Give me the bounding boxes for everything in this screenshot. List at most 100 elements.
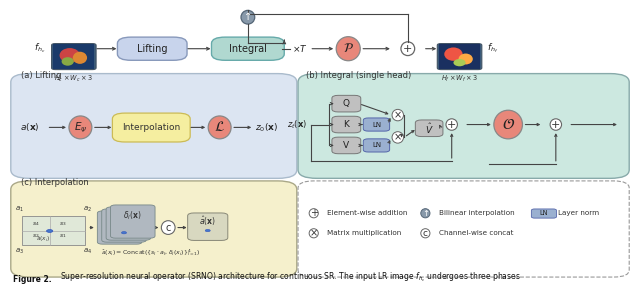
FancyBboxPatch shape xyxy=(117,37,187,60)
Ellipse shape xyxy=(208,116,231,139)
Text: $f_{h_c}$: $f_{h_c}$ xyxy=(35,42,46,55)
Ellipse shape xyxy=(69,116,92,139)
Text: ×: × xyxy=(394,110,402,120)
FancyBboxPatch shape xyxy=(188,213,228,240)
Text: Layer norm: Layer norm xyxy=(558,210,600,216)
FancyBboxPatch shape xyxy=(111,205,155,238)
Text: ×: × xyxy=(310,228,318,238)
Text: $H_f \times W_f \times 3$: $H_f \times W_f \times 3$ xyxy=(441,74,478,84)
Text: $s_4$: $s_4$ xyxy=(32,220,40,228)
Text: $z_t(\mathbf{x})$: $z_t(\mathbf{x})$ xyxy=(287,118,307,131)
FancyBboxPatch shape xyxy=(102,209,147,242)
Text: Integral: Integral xyxy=(229,44,267,54)
FancyBboxPatch shape xyxy=(97,211,142,244)
FancyBboxPatch shape xyxy=(437,44,482,69)
Text: Super-resolution neural operator (SRNO) architecture for continuous SR. The inpu: Super-resolution neural operator (SRNO) … xyxy=(60,270,520,284)
Text: LN: LN xyxy=(372,142,381,148)
Text: +: + xyxy=(403,44,413,54)
Text: $\delta_l(\mathbf{x})$: $\delta_l(\mathbf{x})$ xyxy=(124,210,142,222)
Ellipse shape xyxy=(458,53,473,65)
Text: $s_1$: $s_1$ xyxy=(59,232,67,239)
Text: c: c xyxy=(423,229,428,238)
FancyBboxPatch shape xyxy=(415,120,443,137)
Bar xyxy=(22,216,85,245)
Circle shape xyxy=(205,230,211,232)
Ellipse shape xyxy=(401,42,415,55)
Text: ↑: ↑ xyxy=(244,12,252,22)
Text: Channel-wise concat: Channel-wise concat xyxy=(438,230,513,236)
Ellipse shape xyxy=(73,52,87,64)
Text: LN: LN xyxy=(372,121,381,128)
FancyBboxPatch shape xyxy=(364,139,390,152)
Bar xyxy=(54,44,94,69)
Ellipse shape xyxy=(61,57,74,66)
Circle shape xyxy=(47,230,53,232)
Text: $\mathcal{P}$: $\mathcal{P}$ xyxy=(343,42,354,55)
Ellipse shape xyxy=(161,221,175,234)
Text: c: c xyxy=(166,223,171,232)
Text: $a_2$: $a_2$ xyxy=(83,205,92,214)
Ellipse shape xyxy=(309,209,318,218)
Text: ×: × xyxy=(394,132,402,142)
Ellipse shape xyxy=(309,229,318,238)
Text: ↑: ↑ xyxy=(422,209,429,218)
Text: $\times T$: $\times T$ xyxy=(292,43,307,54)
FancyBboxPatch shape xyxy=(113,113,190,142)
Ellipse shape xyxy=(336,37,360,61)
Text: $a_1$: $a_1$ xyxy=(15,205,24,214)
Ellipse shape xyxy=(444,48,463,61)
Text: $\mathcal{O}$: $\mathcal{O}$ xyxy=(502,117,515,132)
Text: $a(\mathbf{x})$: $a(\mathbf{x})$ xyxy=(20,121,40,133)
Text: (b) Integral (single head): (b) Integral (single head) xyxy=(306,71,412,80)
Ellipse shape xyxy=(494,110,522,139)
Text: $f_{h_f}$: $f_{h_f}$ xyxy=(488,42,499,55)
FancyBboxPatch shape xyxy=(298,74,629,178)
FancyBboxPatch shape xyxy=(332,116,361,133)
Text: $\mathcal{L}$: $\mathcal{L}$ xyxy=(214,120,225,134)
Ellipse shape xyxy=(392,132,403,143)
Text: Figure 2.: Figure 2. xyxy=(13,275,51,284)
Text: +: + xyxy=(447,119,456,130)
FancyBboxPatch shape xyxy=(364,118,390,131)
Text: $E_\psi$: $E_\psi$ xyxy=(74,120,87,135)
Text: $a_3$: $a_3$ xyxy=(15,247,24,256)
Bar xyxy=(439,44,480,69)
Text: (c) Interpolation: (c) Interpolation xyxy=(22,178,89,187)
Ellipse shape xyxy=(453,59,466,66)
Ellipse shape xyxy=(392,110,403,121)
Text: K: K xyxy=(344,120,349,129)
Text: (a) Lifting: (a) Lifting xyxy=(22,71,62,80)
FancyBboxPatch shape xyxy=(298,181,629,277)
Text: Interpolation: Interpolation xyxy=(122,123,180,132)
FancyBboxPatch shape xyxy=(211,37,284,60)
Text: $s_2$: $s_2$ xyxy=(32,232,40,239)
FancyBboxPatch shape xyxy=(531,209,556,218)
Text: Bilinear interpolation: Bilinear interpolation xyxy=(438,210,514,216)
Text: LN: LN xyxy=(540,210,548,216)
Text: $\hat{a}(x_i)$: $\hat{a}(x_i)$ xyxy=(36,234,51,244)
Text: +: + xyxy=(310,208,317,218)
FancyBboxPatch shape xyxy=(11,181,297,277)
FancyBboxPatch shape xyxy=(106,207,150,240)
Ellipse shape xyxy=(60,48,80,63)
Text: Matrix multiplication: Matrix multiplication xyxy=(327,230,401,236)
Text: Q: Q xyxy=(343,99,350,108)
Text: $s_3$: $s_3$ xyxy=(59,220,67,228)
Ellipse shape xyxy=(420,209,430,218)
Text: $a_4$: $a_4$ xyxy=(83,247,92,256)
Ellipse shape xyxy=(446,119,458,130)
FancyBboxPatch shape xyxy=(11,74,297,178)
Text: +: + xyxy=(551,119,561,130)
Text: Lifting: Lifting xyxy=(137,44,168,54)
Text: $H_c \times W_c \times 3$: $H_c \times W_c \times 3$ xyxy=(54,74,93,84)
Circle shape xyxy=(122,232,127,234)
FancyBboxPatch shape xyxy=(52,44,96,69)
Text: $\hat{a}(\mathbf{x})$: $\hat{a}(\mathbf{x})$ xyxy=(199,214,216,228)
FancyBboxPatch shape xyxy=(332,95,361,112)
Text: V: V xyxy=(343,141,349,150)
Text: Element-wise addition: Element-wise addition xyxy=(327,210,407,216)
Text: $z_0(\mathbf{x})$: $z_0(\mathbf{x})$ xyxy=(255,121,278,134)
FancyBboxPatch shape xyxy=(332,137,361,154)
Ellipse shape xyxy=(550,119,561,130)
Ellipse shape xyxy=(241,10,255,24)
